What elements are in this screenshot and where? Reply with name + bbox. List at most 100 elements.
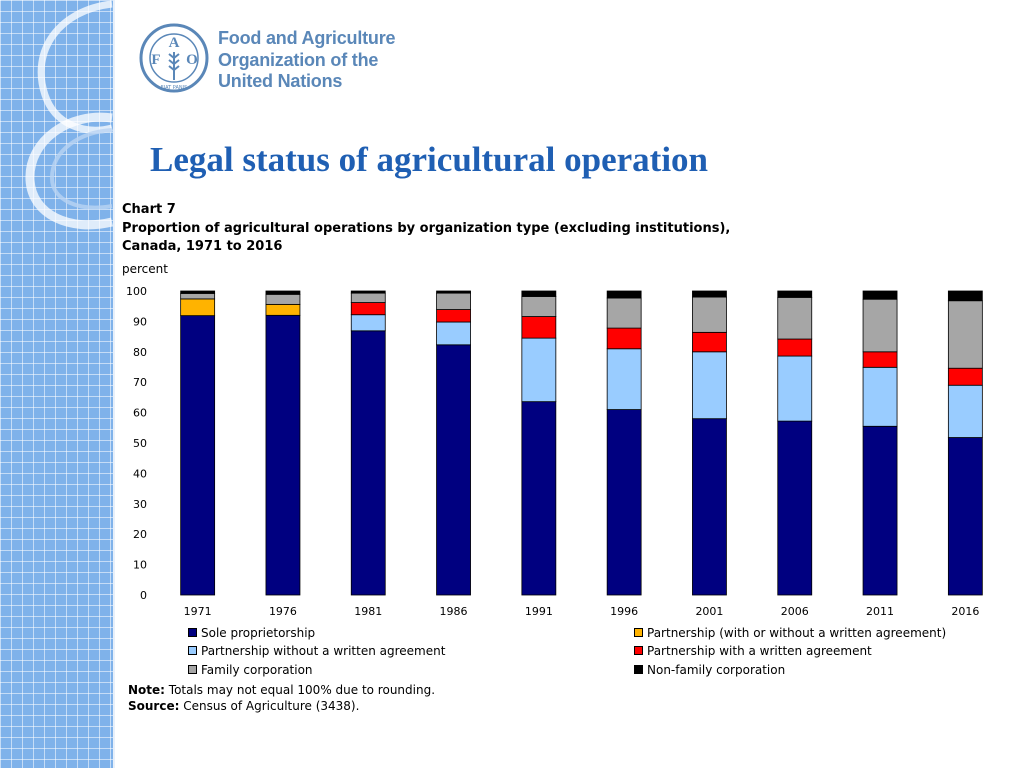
- bar-segment-2006-5: [777, 290, 813, 298]
- org-name-line-3: United Nations: [218, 71, 343, 91]
- org-name: Food and Agriculture Organization of the…: [218, 28, 396, 93]
- logo-motto: FIAT PANIS: [161, 85, 188, 91]
- legend-item-sole-proprietorship: Sole proprietorship: [188, 625, 315, 641]
- bar-segment-2016-5: [947, 290, 983, 302]
- y-tick-label: 0: [140, 589, 147, 602]
- y-tick-label: 90: [133, 315, 147, 328]
- legend-label: Family corporation: [201, 663, 313, 677]
- legend-swatch: [634, 646, 643, 655]
- bar-segment-1996-5: [606, 290, 642, 299]
- bar-segment-2011-3: [862, 351, 898, 368]
- bar-segment-1996-3: [606, 327, 642, 350]
- bar-segment-1976-4: [265, 293, 301, 305]
- bar-segment-1981-3: [350, 302, 386, 316]
- x-tick-label: 1996: [610, 605, 638, 618]
- bar-segment-2006-1: [777, 355, 813, 422]
- bar-segment-2006-3: [777, 338, 813, 357]
- y-tick-label: 20: [133, 528, 147, 541]
- source-text: Census of Agriculture (3438).: [179, 699, 360, 713]
- legend-label: Partnership (with or without a written a…: [647, 626, 947, 640]
- chart-note: Note: Totals may not equal 100% due to r…: [128, 683, 435, 697]
- logo-letter-o: O: [186, 52, 198, 68]
- bar-segment-1986-3: [436, 309, 471, 323]
- legend-item-partnership-without-written: Partnership without a written agreement: [188, 643, 445, 659]
- bar-segment-1986-5: [436, 290, 471, 294]
- legend-swatch: [634, 628, 643, 637]
- bar-segment-2011-5: [862, 290, 898, 300]
- bar-segment-1981-0: [350, 330, 386, 596]
- bar-segment-2016-3: [947, 367, 983, 386]
- bar-segment-1981-1: [350, 314, 386, 332]
- y-tick-label: 30: [133, 498, 147, 511]
- wheat-ear-icon: [168, 52, 180, 80]
- bar-segment-1981-4: [350, 292, 386, 303]
- bar-segment-1981-5: [350, 290, 386, 294]
- bar-segment-2011-4: [862, 298, 898, 353]
- x-tick-label: 2011: [866, 605, 894, 618]
- y-tick-label: 10: [133, 559, 147, 572]
- bar-segment-1986-4: [436, 292, 471, 310]
- bar-segment-2016-0: [947, 437, 983, 596]
- bar-segment-2011-1: [862, 366, 898, 427]
- legend-item-partnership-with-or-without: Partnership (with or without a written a…: [634, 625, 946, 641]
- band-edge: [113, 0, 115, 768]
- bar-segment-1991-5: [521, 290, 557, 297]
- legend-label: Partnership with a written agreement: [647, 644, 872, 658]
- bar-segment-1986-1: [436, 321, 471, 346]
- bar-segment-1971-0: [180, 315, 216, 596]
- bar-segment-2001-5: [692, 290, 727, 298]
- x-tick-label: 1976: [269, 605, 297, 618]
- y-axis-unit: percent: [122, 262, 168, 276]
- note-label: Note:: [128, 683, 165, 697]
- legend-swatch: [188, 628, 197, 637]
- bar-segment-2001-1: [692, 351, 727, 420]
- x-tick-label: 1971: [184, 605, 212, 618]
- chart-source: Source: Census of Agriculture (3438).: [128, 699, 359, 713]
- bar-segment-2001-4: [692, 296, 727, 333]
- bar-segment-1991-0: [521, 401, 557, 596]
- x-tick-label: 2016: [951, 605, 979, 618]
- x-tick-label: 2006: [781, 605, 809, 618]
- bar-segment-1991-1: [521, 337, 557, 403]
- bar-segment-2011-0: [862, 425, 898, 596]
- org-name-line-1: Food and Agriculture: [218, 28, 396, 48]
- legend-label: Partnership without a written agreement: [201, 644, 446, 658]
- legend-label: Non-family corporation: [647, 663, 786, 677]
- bar-segment-1986-0: [436, 344, 471, 596]
- legend-swatch: [188, 646, 197, 655]
- logo-letter-a: A: [169, 35, 180, 51]
- bar-segment-1996-4: [606, 297, 642, 329]
- x-tick-label: 2001: [695, 605, 723, 618]
- bar-segment-1976-0: [265, 314, 301, 596]
- bar-segment-1996-0: [606, 409, 642, 596]
- bar-segment-2016-1: [947, 384, 983, 438]
- bar-segment-2001-3: [692, 331, 727, 353]
- legend-swatch: [634, 665, 643, 674]
- bar-segment-1991-4: [521, 296, 557, 317]
- bar-segment-1971-2: [180, 298, 216, 317]
- decorative-swirl: [25, 0, 114, 230]
- bar-segment-1971-5: [180, 290, 216, 294]
- bar-segment-2001-0: [692, 418, 727, 596]
- legend-swatch: [188, 665, 197, 674]
- chart-label: Chart 7: [122, 202, 176, 217]
- bar-segment-2006-4: [777, 296, 813, 340]
- y-tick-label: 70: [133, 376, 147, 389]
- x-tick-label: 1986: [440, 605, 468, 618]
- slide-title: Legal status of agricultural operation: [150, 140, 709, 179]
- legend-label: Sole proprietorship: [201, 626, 316, 640]
- source-label: Source:: [128, 699, 180, 713]
- bar-segment-1976-5: [265, 290, 301, 295]
- bar-segment-1976-2: [265, 303, 301, 316]
- legend-item-family-corporation: Family corporation: [188, 662, 313, 678]
- y-tick-label: 60: [133, 407, 147, 420]
- org-name-line-2: Organization of the: [218, 49, 379, 70]
- legend-item-partnership-with-written: Partnership with a written agreement: [634, 643, 872, 659]
- bar-segment-1991-3: [521, 316, 557, 339]
- chart-title-line-1: Proportion of agricultural operations by…: [122, 221, 731, 236]
- bar-segment-2006-0: [777, 420, 813, 596]
- bar-segment-1996-1: [606, 348, 642, 410]
- y-tick-label: 40: [133, 467, 147, 480]
- legend-item-non-family-corporation: Non-family corporation: [634, 662, 785, 678]
- y-tick-label: 80: [133, 346, 147, 359]
